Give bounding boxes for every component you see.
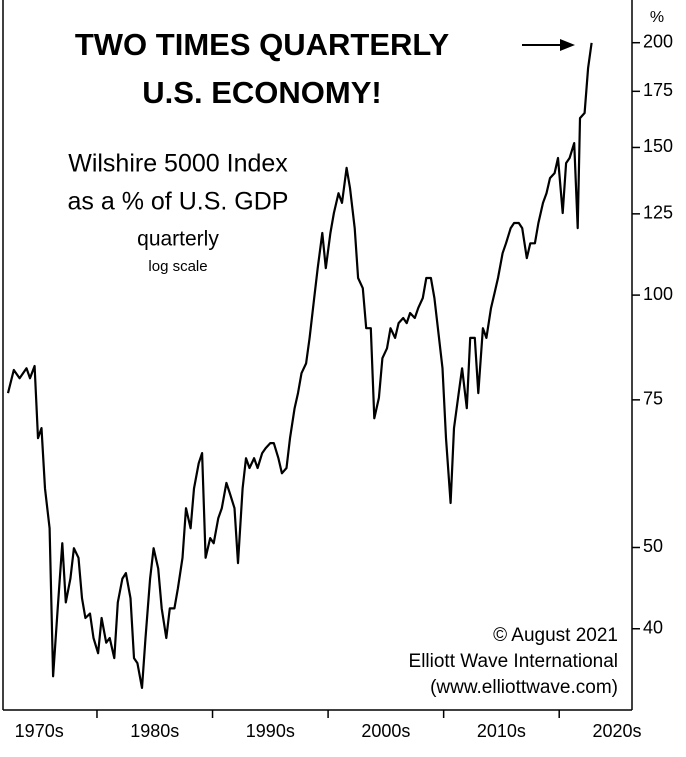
arrow-head xyxy=(560,39,575,51)
y-tick-label: 50 xyxy=(643,536,663,556)
credit: Elliott Wave International xyxy=(409,651,618,672)
chart-title: U.S. ECONOMY! xyxy=(142,75,381,110)
subtitle: as a % of U.S. GDP xyxy=(68,188,289,216)
y-tick-label: 125 xyxy=(643,203,673,223)
chart-title: TWO TIMES QUARTERLY xyxy=(75,27,450,62)
credit: (www.elliottwave.com) xyxy=(430,677,618,698)
x-tick-label: 2000s xyxy=(361,721,410,741)
y-tick-label: 40 xyxy=(643,617,663,637)
subtitle: log scale xyxy=(148,258,207,275)
x-tick-label: 2010s xyxy=(477,721,526,741)
data-line xyxy=(6,42,593,689)
y-tick-label: 175 xyxy=(643,80,673,100)
y-tick-label: 75 xyxy=(643,389,663,409)
x-tick-label: 2020s xyxy=(592,721,641,741)
subtitle: Wilshire 5000 Index xyxy=(68,150,288,178)
x-tick-label: 1970s xyxy=(15,721,64,741)
x-tick-label: 1990s xyxy=(246,721,295,741)
y-unit: % xyxy=(650,9,664,26)
subtitle: quarterly xyxy=(137,228,219,251)
y-tick-label: 100 xyxy=(643,284,673,304)
x-tick-label: 1980s xyxy=(130,721,179,741)
y-tick-label: 150 xyxy=(643,136,673,156)
credit: © August 2021 xyxy=(493,625,618,646)
y-tick-label: 200 xyxy=(643,31,673,51)
